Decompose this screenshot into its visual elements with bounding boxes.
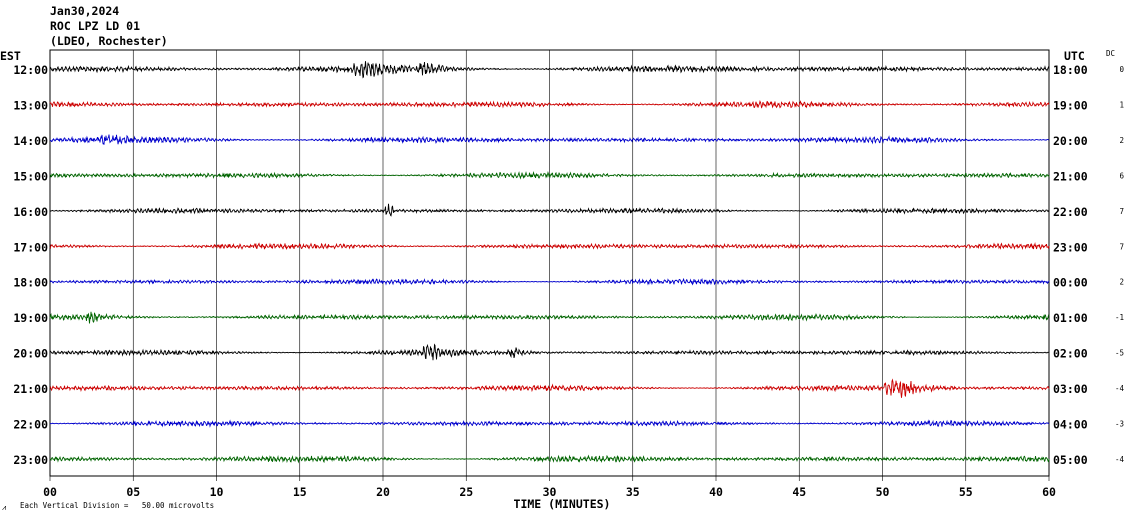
est-hour-label: 16:00 — [13, 205, 48, 219]
trace-line-2200 — [49, 419, 1050, 428]
utc-hour-label: 20:00 — [1053, 134, 1088, 148]
trace-line-1900 — [49, 311, 1050, 324]
est-hour-label: 15:00 — [13, 169, 48, 183]
est-hour-label: 14:00 — [13, 134, 48, 148]
est-hour-label: 20:00 — [13, 347, 48, 361]
dc-value: -3 — [1115, 420, 1124, 429]
est-hour-label: 23:00 — [13, 453, 48, 467]
utc-hour-label: 05:00 — [1053, 453, 1088, 467]
dc-label: DC — [1106, 49, 1115, 58]
dc-value: 2 — [1119, 136, 1124, 145]
dc-value: 1 — [1119, 100, 1124, 109]
x-tick-label: 55 — [959, 485, 973, 499]
utc-hour-label: 03:00 — [1053, 382, 1088, 396]
trace-group — [49, 61, 1050, 464]
x-tick-label: 15 — [293, 485, 307, 499]
trace-line-2300 — [49, 454, 1050, 464]
est-axis-label: EST — [0, 49, 21, 63]
x-tick-label: 20 — [376, 485, 390, 499]
est-hour-label: 12:00 — [13, 63, 48, 77]
trace-line-1800 — [49, 277, 1050, 286]
est-hour-label: 22:00 — [13, 418, 48, 432]
x-tick-label: 60 — [1042, 485, 1056, 499]
x-tick-label: 45 — [792, 485, 806, 499]
trace-line-1700 — [49, 242, 1050, 251]
dc-values: 0 1 2 6 7 7 2 -1 -5 -4 -3 -4 — [1115, 65, 1125, 464]
est-hour-label: 19:00 — [13, 311, 48, 325]
dc-value: -1 — [1115, 313, 1124, 322]
dc-value: 2 — [1119, 278, 1124, 287]
dc-value: -4 — [1115, 384, 1125, 393]
utc-hour-label: 00:00 — [1053, 276, 1088, 290]
x-axis-title: TIME (MINUTES) — [514, 497, 611, 511]
est-hour-label: 13:00 — [13, 98, 48, 112]
trace-line-1200 — [49, 61, 1050, 79]
trace-line-2100 — [49, 378, 1050, 398]
header-network: (LDEO, Rochester) — [50, 34, 168, 48]
x-tick-label: 10 — [210, 485, 224, 499]
footnote: Each Vertical Division = 50.00 microvolt… — [20, 501, 214, 510]
header-date: Jan30,2024 — [50, 4, 119, 18]
trace-line-1300 — [49, 100, 1050, 109]
x-tick-label: 00 — [43, 485, 57, 499]
x-tick-label: 50 — [876, 485, 890, 499]
grid-lines — [49, 50, 1050, 481]
utc-hour-label: 01:00 — [1053, 311, 1088, 325]
utc-hour-label: 21:00 — [1053, 169, 1088, 183]
est-hour-label: 18:00 — [13, 276, 48, 290]
scale-icon: ⩘ — [2, 503, 7, 512]
utc-labels: 18:00 19:00 20:00 21:00 22:00 23:00 00:00 01:00… — [1053, 63, 1088, 467]
dc-value: 6 — [1119, 171, 1124, 180]
dc-value: -5 — [1115, 349, 1124, 358]
header-station: ROC LPZ LD 01 — [50, 19, 140, 33]
dc-value: 0 — [1119, 65, 1124, 74]
x-tick-label: 40 — [709, 485, 723, 499]
dc-value: 7 — [1119, 242, 1124, 251]
x-tick-label: 35 — [626, 485, 640, 499]
x-tick-label: 30 — [543, 485, 557, 499]
est-labels: 12:00 13:00 14:00 15:00 16:00 17:00 18:00 19:00… — [13, 63, 48, 467]
dc-value: -4 — [1115, 455, 1125, 464]
utc-hour-label: 23:00 — [1053, 240, 1088, 254]
utc-hour-label: 04:00 — [1053, 418, 1088, 432]
est-hour-label: 21:00 — [13, 382, 48, 396]
x-tick-labels: 00 05 10 15 20 25 30 35 40 45 50 55 60 — [43, 485, 1056, 499]
utc-axis-label: UTC — [1064, 49, 1085, 63]
trace-line-2000 — [49, 343, 1050, 361]
utc-hour-label: 19:00 — [1053, 98, 1088, 112]
trace-line-1500 — [49, 170, 1050, 180]
utc-hour-label: 22:00 — [1053, 205, 1088, 219]
trace-line-1400 — [49, 134, 1050, 145]
utc-hour-label: 18:00 — [1053, 63, 1088, 77]
utc-hour-label: 02:00 — [1053, 347, 1088, 361]
trace-line-1600 — [49, 203, 1050, 217]
x-tick-label: 25 — [459, 485, 473, 499]
dc-value: 7 — [1119, 207, 1124, 216]
est-hour-label: 17:00 — [13, 240, 48, 254]
x-tick-label: 05 — [126, 485, 140, 499]
